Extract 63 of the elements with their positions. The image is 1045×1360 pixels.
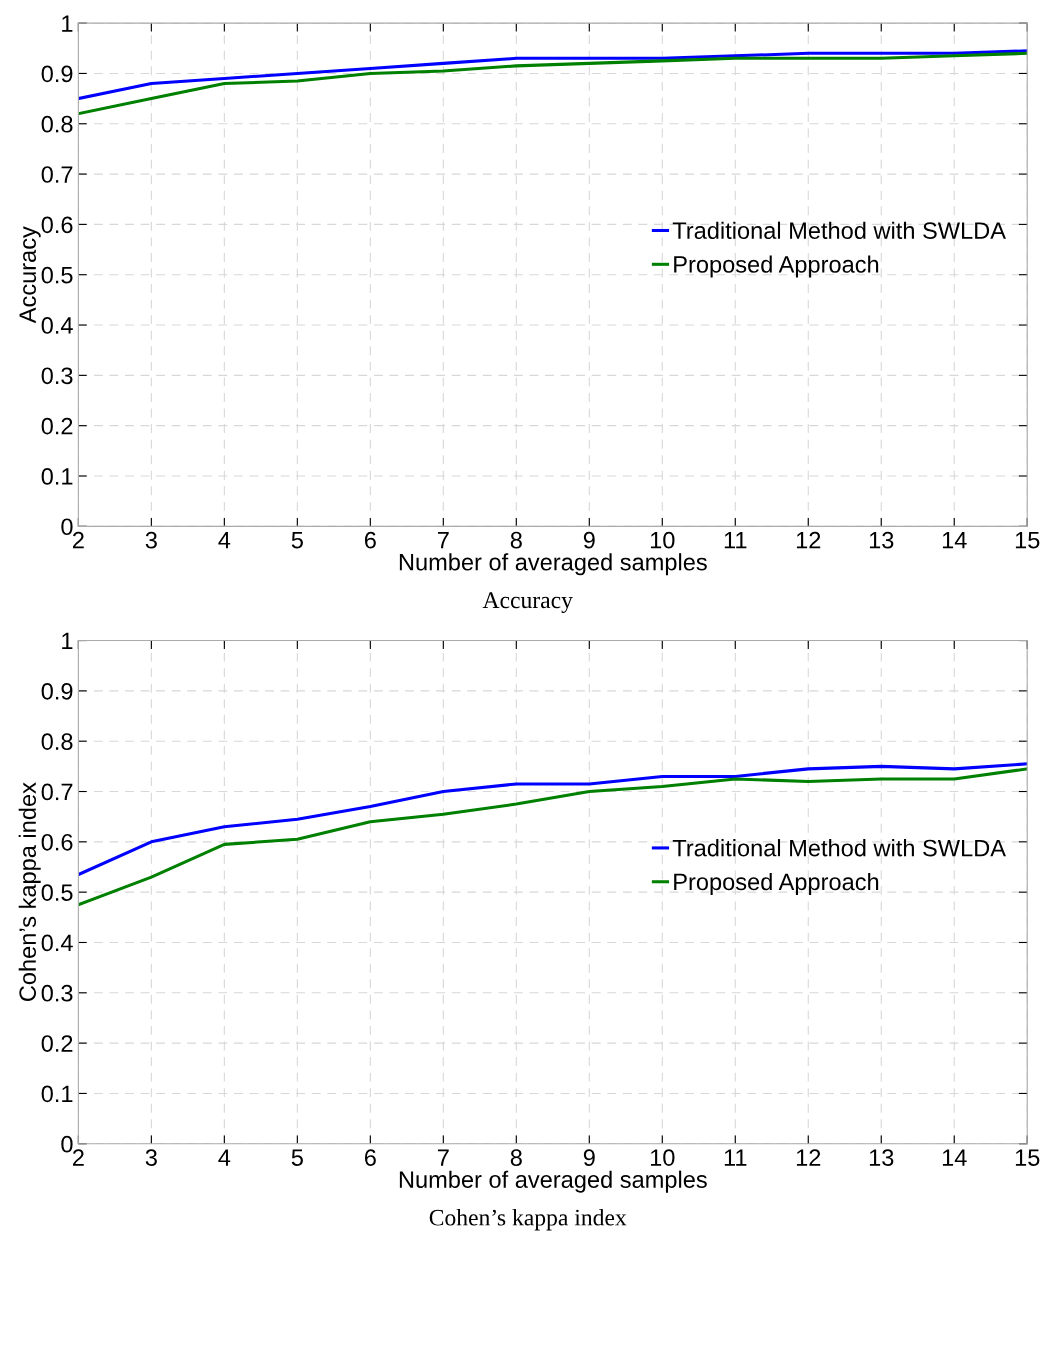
x-axis-title: Number of averaged samples — [399, 553, 707, 576]
x-tick-label: 3 — [145, 1149, 157, 1166]
y-tick-label: 0.8 — [41, 115, 73, 133]
legend-label: Traditional Method with SWLDA — [672, 839, 1006, 857]
line-series — [78, 767, 1028, 907]
legend-label: Traditional Method with SWLDA — [672, 221, 1006, 239]
line-series — [78, 49, 1028, 101]
y-tick-label: 0.6 — [41, 833, 73, 851]
y-tick-label: 0.6 — [41, 216, 73, 234]
x-tick-label: 11 — [724, 1149, 747, 1166]
y-tick-label: 0.7 — [41, 783, 73, 801]
x-tick-label: 2 — [73, 1149, 84, 1166]
y-tick-label: 0.9 — [41, 65, 73, 83]
x-axis-title: Number of averaged samples — [399, 1170, 707, 1193]
x-tick-label: 3 — [145, 531, 157, 549]
y-tick-label: 0.2 — [41, 417, 73, 435]
x-tick-label: 8 — [510, 531, 522, 549]
y-tick-label: 0.8 — [41, 733, 73, 750]
x-tick-label: 10 — [650, 531, 675, 549]
x-tick-label: 8 — [510, 1149, 522, 1166]
y-tick-label: 0.4 — [41, 317, 73, 334]
y-tick-label: 0.3 — [41, 367, 73, 385]
line-series — [78, 51, 1028, 116]
x-tick-label: 6 — [364, 1149, 376, 1166]
y-tick-label: 0 — [61, 1135, 73, 1153]
y-tick-label: 0.2 — [41, 1035, 73, 1052]
x-tick-label: 12 — [796, 1149, 821, 1166]
x-tick-label: 14 — [942, 1149, 967, 1166]
x-tick-label: 7 — [437, 1149, 449, 1166]
y-axis-title: Accuracy — [19, 226, 41, 324]
legend-label: Proposed Approach — [674, 255, 879, 278]
y-tick-label: 0 — [61, 518, 73, 536]
y-tick-label: 0.7 — [41, 166, 73, 183]
x-tick-label: 11 — [724, 532, 747, 549]
x-tick-label: 5 — [291, 1149, 303, 1166]
x-tick-label: 9 — [583, 1149, 595, 1166]
y-tick-label: 1 — [62, 632, 73, 650]
x-tick-label: 6 — [364, 531, 376, 549]
y-tick-label: 0.1 — [41, 468, 73, 485]
x-tick-label: 2 — [73, 531, 84, 549]
text: Cohen’s kappa index — [429, 1208, 627, 1231]
x-tick-label: 4 — [218, 532, 231, 549]
x-tick-label: 14 — [942, 532, 967, 549]
y-tick-label: 0.4 — [41, 934, 73, 952]
legend-label: Proposed Approach — [674, 872, 879, 895]
x-tick-label: 13 — [869, 1149, 894, 1166]
y-tick-label: 0.5 — [41, 884, 73, 901]
y-tick-label: 0.1 — [41, 1085, 73, 1103]
y-tick-label: 0.5 — [41, 266, 73, 284]
text: Accuracy — [482, 592, 573, 614]
y-tick-label: 0.3 — [41, 984, 73, 1002]
x-tick-label: 15 — [1015, 532, 1040, 549]
y-axis-title: Cohen’s kappa index — [18, 782, 41, 1002]
x-tick-label: 10 — [650, 1149, 675, 1166]
x-tick-label: 9 — [583, 531, 595, 549]
x-tick-label: 4 — [218, 1149, 231, 1166]
x-tick-label: 13 — [869, 531, 894, 549]
x-tick-label: 5 — [291, 532, 303, 549]
y-tick-label: 1 — [62, 15, 73, 32]
x-tick-label: 7 — [437, 532, 449, 549]
x-tick-label: 15 — [1015, 1149, 1040, 1166]
x-tick-label: 12 — [796, 531, 821, 549]
y-tick-label: 0.9 — [41, 682, 73, 700]
